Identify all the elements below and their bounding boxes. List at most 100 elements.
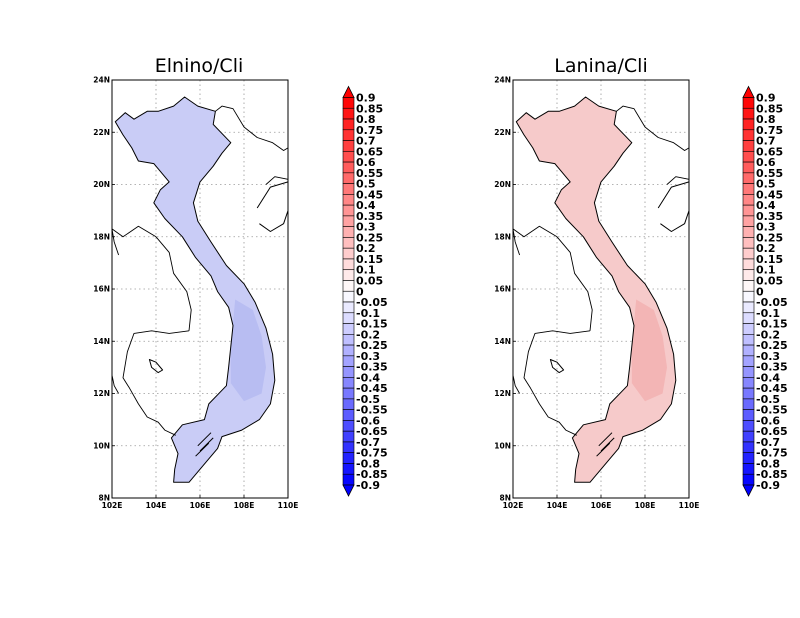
colorbar-label: -0.85 [356, 468, 388, 481]
colorbar-swatch [342, 398, 355, 410]
lon-tick-label: 108E [234, 501, 255, 510]
colorbar-swatch [742, 463, 755, 475]
lat-tick-label: 22N [93, 128, 110, 137]
colorbar-label: 0.8 [356, 113, 376, 126]
colorbar-label: 0.85 [756, 102, 783, 115]
panel-title: Lanina/Cli [554, 55, 647, 77]
colorbar-swatch [742, 430, 755, 443]
colorbar-swatch [742, 161, 755, 174]
colorbar-label: 0.4 [356, 199, 376, 212]
colorbar-label: -0.65 [756, 425, 788, 438]
colorbar-label: 0.25 [356, 231, 383, 244]
colorbar-swatch [342, 172, 355, 184]
colorbar-swatch [742, 441, 755, 454]
colorbar-swatch [342, 280, 355, 292]
colorbar-label: -0.05 [756, 296, 788, 309]
colorbar-max-arrow [342, 85, 355, 98]
hainan-island [657, 181, 690, 232]
colorbar-swatch [342, 258, 355, 271]
colorbar-swatch [742, 129, 755, 141]
vietnam-anomaly-shade [631, 299, 667, 402]
colorbar-swatch [342, 452, 355, 464]
colorbar-swatch [742, 247, 755, 260]
colorbar-swatch [742, 258, 755, 271]
colorbar-swatch [342, 237, 355, 249]
colorbar-label: 0.4 [756, 199, 776, 212]
colorbar-label: 0.75 [756, 124, 783, 137]
longitude-tick-labels: 102E 104E 106E 108E 110E [102, 495, 299, 510]
colorbar-swatch [342, 129, 355, 141]
colorbar-label: 0.05 [756, 274, 783, 287]
lat-tick-label: 24N [494, 76, 511, 85]
colorbar-label: 0.5 [356, 178, 376, 191]
mekong-delta-islands [195, 432, 214, 457]
colorbar-label: 0 [756, 285, 764, 298]
lat-tick-label: 12N [93, 389, 110, 398]
lon-tick-label: 104E [146, 501, 167, 510]
colorbar-swatch [342, 312, 355, 324]
colorbar-swatch [342, 183, 355, 195]
colorbar-swatch [742, 409, 755, 421]
colorbar-label: -0.6 [756, 414, 780, 427]
colorbar-label: -0.75 [756, 447, 788, 460]
lat-tick-label: 14N [494, 337, 511, 346]
lat-tick-label: 18N [494, 232, 511, 241]
lat-tick-label: 16N [494, 285, 511, 294]
colorbar-swatch [342, 215, 355, 227]
neighbor-borders [111, 105, 289, 436]
colorbar-label: -0.05 [356, 296, 388, 309]
tonle-sap-lake [549, 359, 565, 374]
colorbar-swatch [742, 387, 755, 400]
colorbar-label: 0.3 [756, 221, 776, 234]
colorbar-label: 0.9 [356, 92, 376, 105]
colorbar-swatch [742, 226, 755, 238]
colorbar-label: -0.3 [756, 350, 780, 363]
colorbar-label: -0.15 [756, 318, 788, 331]
colorbar-swatch [742, 301, 755, 314]
colorbar-swatch [342, 97, 355, 109]
vietnam-coastline [114, 96, 276, 483]
tonle-sap-lake [148, 359, 164, 374]
colorbar-swatch [342, 377, 355, 389]
colorbar-swatch [342, 226, 355, 238]
colorbar-swatch [342, 430, 355, 443]
colorbar-label: 0.35 [356, 210, 383, 223]
colorbar-label: -0.7 [756, 436, 780, 449]
colorbar-label: -0.9 [356, 479, 380, 492]
lat-tick-label: 12N [494, 389, 511, 398]
colorbar-label: -0.8 [356, 457, 380, 470]
colorbar-label: -0.1 [756, 307, 780, 320]
colorbar-label: 0.65 [756, 145, 783, 158]
colorbar-swatch [342, 409, 355, 421]
colorbar-swatch [342, 301, 355, 314]
colorbar-label: -0.35 [356, 361, 388, 374]
colorbar-swatch [742, 334, 755, 346]
colorbar-label: 0.6 [756, 156, 776, 169]
colorbar-label: -0.85 [756, 468, 788, 481]
lat-tick-label: 18N [93, 232, 110, 241]
colorbar-swatch [342, 290, 355, 303]
colorbar-min-arrow [742, 484, 755, 497]
colorbar-label: 0.5 [756, 178, 776, 191]
colorbar-swatch [742, 355, 755, 367]
colorbar-label: -0.6 [356, 414, 380, 427]
colorbar-swatch [342, 334, 355, 346]
lat-tick-label: 20N [93, 180, 110, 189]
colorbar-label: -0.7 [356, 436, 380, 449]
colorbar-label: 0.25 [756, 231, 783, 244]
colorbar-swatch [342, 463, 355, 475]
lat-tick-label: 10N [93, 441, 110, 450]
lon-tick-label: 110E [679, 501, 700, 510]
colorbar-swatch [742, 237, 755, 249]
colorbar-label: -0.45 [756, 382, 788, 395]
colorbar-label: -0.1 [356, 307, 380, 320]
colorbar-swatch [742, 452, 755, 464]
colorbar-label: -0.5 [356, 393, 380, 406]
colorbar-swatch [742, 151, 755, 163]
colorbar-label: 0.1 [756, 264, 776, 277]
colorbar-label: 0.65 [356, 145, 383, 158]
lon-tick-label: 110E [278, 501, 299, 510]
colorbar-swatch [742, 204, 755, 217]
lon-tick-label: 106E [591, 501, 612, 510]
